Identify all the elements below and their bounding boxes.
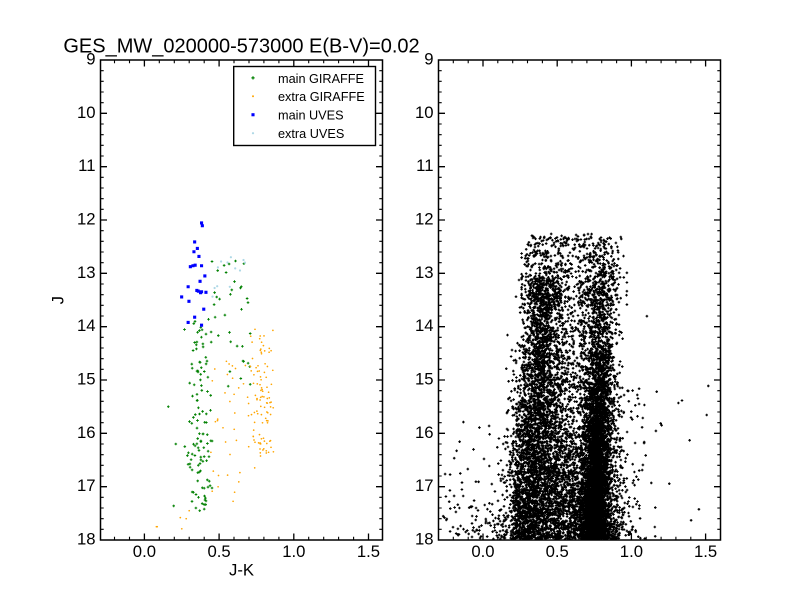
svg-text:extra UVES: extra UVES	[278, 127, 344, 141]
svg-text:0.0: 0.0	[471, 542, 494, 561]
svg-text:18: 18	[77, 530, 96, 549]
svg-text:10: 10	[77, 103, 96, 122]
svg-text:1.0: 1.0	[282, 542, 305, 561]
svg-text:1.0: 1.0	[620, 542, 643, 561]
svg-text:18: 18	[415, 530, 434, 549]
svg-text:main UVES: main UVES	[278, 109, 344, 123]
svg-text:J: J	[49, 296, 68, 304]
svg-text:14: 14	[77, 316, 96, 335]
svg-text:1.5: 1.5	[357, 542, 380, 561]
svg-text:J-K: J-K	[229, 561, 254, 580]
svg-text:12: 12	[415, 210, 434, 229]
svg-text:9: 9	[424, 50, 433, 69]
svg-text:12: 12	[77, 210, 96, 229]
svg-text:15: 15	[77, 370, 96, 389]
svg-text:16: 16	[415, 423, 434, 442]
svg-text:16: 16	[77, 423, 96, 442]
svg-text:0.5: 0.5	[207, 542, 230, 561]
svg-text:13: 13	[415, 263, 434, 282]
svg-text:0.0: 0.0	[133, 542, 156, 561]
svg-text:9: 9	[86, 50, 95, 69]
svg-text:extra GIRAFFE: extra GIRAFFE	[278, 90, 365, 104]
svg-text:10: 10	[415, 103, 434, 122]
svg-text:17: 17	[77, 476, 96, 495]
svg-text:11: 11	[416, 156, 433, 175]
svg-text:main GIRAFFE: main GIRAFFE	[278, 72, 364, 86]
svg-text:14: 14	[415, 316, 434, 335]
svg-text:15: 15	[415, 370, 434, 389]
svg-text:13: 13	[77, 263, 96, 282]
svg-text:17: 17	[415, 476, 434, 495]
svg-text:GES_MW_020000-573000 E(B-V)=0.: GES_MW_020000-573000 E(B-V)=0.02	[63, 36, 419, 58]
svg-text:0.5: 0.5	[546, 542, 569, 561]
svg-text:11: 11	[78, 156, 95, 175]
svg-text:1.5: 1.5	[694, 542, 717, 561]
